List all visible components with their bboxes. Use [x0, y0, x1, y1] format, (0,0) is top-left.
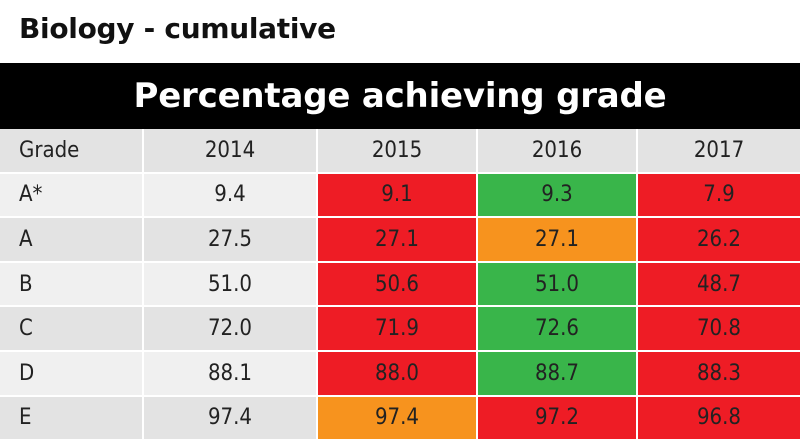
value-cell-2014: 27.5 [144, 218, 318, 263]
value-cell-2017: 48.7 [638, 262, 800, 308]
value-cell-2017: 7.9 [638, 173, 800, 219]
grade-label: A* [0, 173, 144, 219]
value-cell-2017: 88.3 [638, 351, 800, 397]
value-cell-2016: 97.2 [478, 396, 638, 441]
grade-table: Grade 2014 2015 2016 2017 A* 9.4 9.1 9.3 7.9… [0, 129, 800, 441]
value-cell-2015: 9.1 [318, 173, 478, 219]
value-cell-2014: 9.4 [144, 173, 318, 219]
value-cell-2016: 72.6 [478, 307, 638, 352]
header-2014: 2014 [144, 129, 318, 174]
table-row: B 51.0 50.6 51.0 48.7 [0, 262, 800, 308]
value-cell-2015: 88.0 [318, 351, 478, 397]
header-2017: 2017 [638, 129, 800, 174]
page-title: Biology - cumulative [19, 12, 336, 45]
value-cell-2014: 51.0 [144, 262, 318, 308]
table-row: A* 9.4 9.1 9.3 7.9 [0, 173, 800, 219]
grade-label: D [0, 351, 144, 397]
value-cell-2017: 96.8 [638, 396, 800, 441]
table-header-row: Grade 2014 2015 2016 2017 [0, 129, 800, 174]
table-row: D 88.1 88.0 88.7 88.3 [0, 351, 800, 397]
value-cell-2015: 27.1 [318, 218, 478, 263]
grade-label: B [0, 262, 144, 308]
grade-label: E [0, 396, 144, 441]
value-cell-2014: 88.1 [144, 351, 318, 397]
header-2016: 2016 [478, 129, 638, 174]
value-cell-2016: 9.3 [478, 173, 638, 219]
table-banner: Percentage achieving grade [0, 63, 800, 129]
value-cell-2015: 71.9 [318, 307, 478, 352]
value-cell-2015: 97.4 [318, 396, 478, 441]
grade-label: A [0, 218, 144, 263]
value-cell-2014: 97.4 [144, 396, 318, 441]
value-cell-2014: 72.0 [144, 307, 318, 352]
table-row: A 27.5 27.1 27.1 26.2 [0, 218, 800, 263]
value-cell-2017: 26.2 [638, 218, 800, 263]
header-grade: Grade [0, 129, 144, 174]
table-row: C 72.0 71.9 72.6 70.8 [0, 307, 800, 352]
table-row: E 97.4 97.4 97.2 96.8 [0, 396, 800, 441]
grade-label: C [0, 307, 144, 352]
value-cell-2016: 27.1 [478, 218, 638, 263]
value-cell-2016: 51.0 [478, 262, 638, 308]
header-2015: 2015 [318, 129, 478, 174]
value-cell-2017: 70.8 [638, 307, 800, 352]
value-cell-2016: 88.7 [478, 351, 638, 397]
value-cell-2015: 50.6 [318, 262, 478, 308]
